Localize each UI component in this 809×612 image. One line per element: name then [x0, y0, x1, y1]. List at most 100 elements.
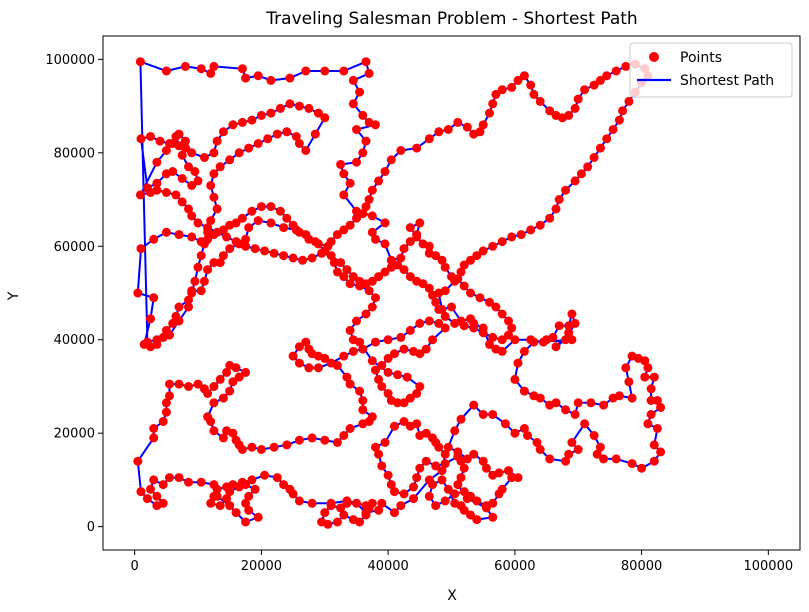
point-marker: [586, 398, 596, 408]
point-marker: [133, 288, 143, 298]
point-marker: [396, 253, 406, 263]
point-marker: [472, 496, 482, 506]
point-marker: [269, 442, 279, 452]
point-marker: [288, 253, 298, 263]
point-marker: [649, 372, 659, 382]
point-marker: [570, 410, 580, 419]
point-marker: [171, 190, 181, 200]
point-marker: [253, 71, 263, 81]
x-tick-label: 100000: [743, 559, 793, 574]
y-tick-label: 60000: [54, 240, 95, 255]
point-marker: [180, 136, 190, 146]
point-marker: [307, 253, 317, 263]
point-marker: [152, 335, 162, 345]
point-marker: [459, 321, 469, 331]
point-marker: [374, 374, 384, 384]
point-marker: [250, 484, 260, 494]
y-tick-label: 80000: [54, 146, 95, 161]
plot-frame: [102, 35, 801, 551]
point-marker: [573, 94, 583, 104]
point-marker: [193, 176, 203, 186]
point-marker: [380, 267, 390, 277]
point-marker: [361, 57, 371, 67]
point-marker: [481, 503, 491, 513]
point-marker: [624, 96, 634, 106]
point-marker: [174, 129, 184, 139]
point-marker: [402, 372, 412, 382]
point-marker: [580, 85, 590, 95]
point-marker: [199, 239, 209, 249]
point-marker: [266, 202, 276, 212]
point-marker: [459, 463, 469, 473]
point-marker: [332, 230, 342, 240]
point-marker: [285, 73, 295, 83]
point-marker: [519, 386, 529, 396]
point-marker: [212, 204, 222, 214]
point-marker: [589, 431, 599, 440]
point-marker: [326, 358, 336, 368]
point-marker: [405, 325, 415, 335]
point-marker: [294, 496, 304, 506]
point-marker: [196, 477, 206, 487]
point-marker: [342, 496, 352, 506]
point-marker: [209, 61, 219, 71]
point-marker: [253, 216, 263, 226]
point-marker: [488, 241, 498, 251]
point-marker: [472, 251, 482, 261]
point-marker: [136, 244, 146, 254]
point-marker: [187, 211, 197, 221]
point-marker: [431, 251, 441, 261]
point-marker: [272, 473, 282, 483]
point-marker: [456, 473, 466, 483]
y-ticks: 0 20000 40000 60000 80000 100000: [45, 53, 103, 535]
point-marker: [196, 251, 206, 261]
point-marker: [412, 232, 422, 242]
point-marker: [231, 218, 241, 228]
point-marker: [466, 255, 475, 265]
point-marker: [256, 110, 266, 120]
point-marker: [466, 510, 475, 520]
point-marker: [551, 342, 561, 352]
point-marker: [326, 251, 336, 261]
point-marker: [260, 470, 270, 480]
point-marker: [428, 290, 437, 300]
point-marker: [307, 433, 317, 443]
point-marker: [437, 255, 447, 265]
point-marker: [440, 496, 450, 506]
point-marker: [187, 148, 197, 158]
point-marker: [225, 501, 235, 511]
point-marker: [237, 213, 247, 223]
point-marker: [380, 218, 390, 228]
point-marker: [399, 398, 409, 408]
legend-points-label: Points: [680, 50, 722, 66]
point-marker: [152, 178, 162, 188]
point-marker: [222, 494, 232, 504]
point-marker: [241, 480, 251, 490]
point-marker: [371, 365, 380, 375]
point-marker: [390, 487, 399, 497]
point-marker: [649, 440, 659, 450]
x-tick-label: 20000: [241, 559, 282, 574]
point-marker: [589, 153, 599, 162]
point-marker: [510, 428, 520, 438]
point-marker: [599, 400, 609, 410]
point-marker: [374, 272, 384, 282]
point-marker: [244, 143, 254, 153]
point-marker: [513, 75, 523, 85]
point-marker: [332, 267, 342, 277]
point-marker: [313, 239, 323, 249]
point-marker: [421, 344, 431, 354]
point-marker: [225, 244, 235, 254]
point-marker: [165, 473, 174, 483]
point-marker: [554, 321, 564, 331]
point-marker: [599, 454, 609, 464]
point-marker: [412, 419, 422, 429]
point-marker: [345, 325, 355, 335]
point-marker: [231, 363, 241, 373]
point-marker: [282, 213, 292, 223]
point-marker: [589, 80, 599, 90]
point-marker: [294, 139, 304, 148]
point-marker: [507, 323, 517, 333]
point-marker: [339, 66, 349, 76]
point-marker: [611, 454, 621, 464]
